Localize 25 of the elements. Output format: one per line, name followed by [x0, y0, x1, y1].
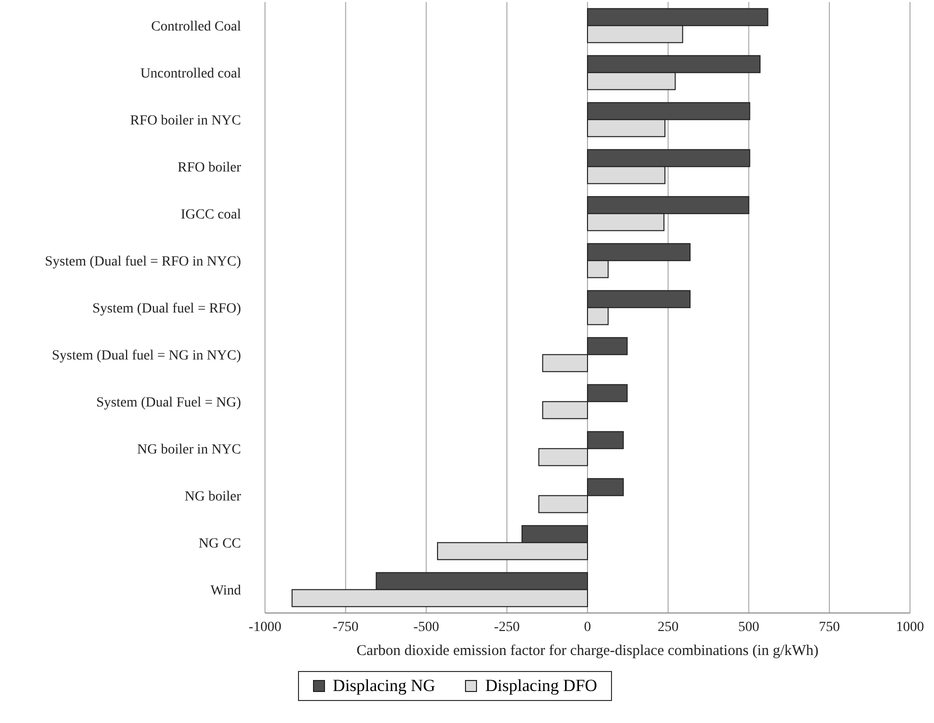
y-tick-label: NG boiler in NYC: [137, 442, 241, 458]
y-tick-label: NG CC: [198, 536, 241, 552]
y-tick-label: System (Dual fuel = RFO): [92, 301, 242, 316]
x-tick-label: -500: [413, 620, 440, 635]
x-tick-label: 0: [584, 620, 591, 635]
x-tick-label: 750: [818, 620, 840, 635]
y-tick-label: RFO boiler: [178, 160, 242, 176]
y-tick-label: Uncontrolled coal: [140, 66, 242, 82]
x-tick-label: -1000: [248, 620, 282, 635]
y-tick-label: Wind: [210, 583, 241, 598]
x-tick-label: 250: [658, 620, 679, 635]
y-tick-label: System (Dual fuel = RFO in NYC): [44, 254, 242, 270]
y-tick-label: System (Dual fuel = NG in NYC): [52, 348, 242, 364]
y-tick-label: NG boiler: [184, 489, 242, 504]
x-axis-title: Carbon dioxide emission factor for charge-displace combinations (in g/kWh): [356, 643, 819, 659]
x-tick-label: 500: [738, 620, 760, 635]
legend-label: Displacing NG: [332, 676, 436, 696]
y-tick-label: Controlled Coal: [151, 19, 242, 34]
y-tick-label: RFO boiler in NYC: [130, 113, 241, 128]
x-tick-label: -750: [332, 620, 358, 635]
x-tick-label: -250: [494, 620, 520, 635]
x-tick-label: 1000: [896, 620, 924, 635]
legend-label: Displacing DFO: [485, 676, 598, 696]
y-tick-label: System (Dual Fuel = NG): [96, 395, 242, 410]
y-tick-label: IGCC coal: [180, 207, 242, 222]
